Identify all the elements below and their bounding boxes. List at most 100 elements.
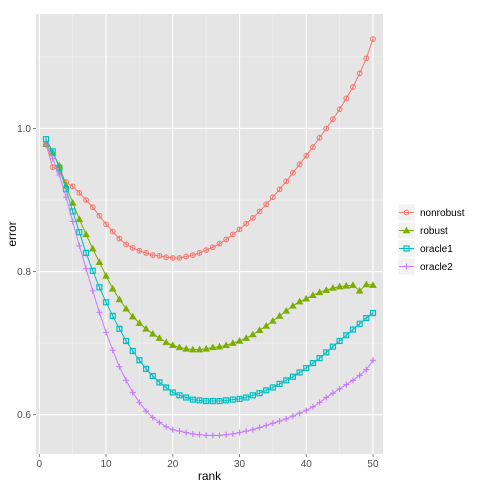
data-point-oracle1 bbox=[316, 355, 323, 362]
data-point-oracle1 bbox=[96, 284, 103, 291]
data-point-nonrobust bbox=[249, 215, 256, 221]
data-point-robust bbox=[215, 342, 224, 350]
data-point-robust bbox=[269, 317, 277, 324]
series-line-oracle2 bbox=[45, 144, 374, 436]
data-point-oracle1 bbox=[336, 337, 343, 345]
data-point-robust bbox=[189, 345, 197, 353]
data-point-nonrobust bbox=[256, 208, 263, 215]
data-point-oracle1 bbox=[136, 357, 143, 364]
legend-label-robust: robust bbox=[420, 226, 448, 237]
data-point-robust bbox=[115, 295, 124, 303]
data-point-robust bbox=[355, 286, 364, 294]
data-point-oracle1 bbox=[216, 397, 223, 405]
data-point-oracle2 bbox=[89, 287, 96, 294]
data-point-robust bbox=[335, 282, 344, 290]
data-point-oracle1 bbox=[176, 392, 183, 399]
data-point-oracle1 bbox=[236, 395, 243, 403]
data-point-oracle2 bbox=[229, 430, 236, 437]
data-point-oracle2 bbox=[196, 431, 203, 438]
data-point-oracle2 bbox=[309, 403, 316, 410]
x-tick-label: 50 bbox=[367, 459, 379, 470]
data-point-robust bbox=[108, 284, 117, 292]
data-point-oracle1 bbox=[209, 397, 216, 405]
data-point-robust bbox=[369, 281, 377, 288]
data-point-oracle2 bbox=[49, 155, 56, 162]
data-point-oracle1 bbox=[276, 380, 283, 387]
legend-item-oracle1: oracle1 bbox=[397, 239, 453, 258]
data-point-nonrobust bbox=[143, 250, 150, 256]
x-tick-label: 0 bbox=[37, 459, 43, 470]
legend-item-robust: robust bbox=[397, 221, 448, 240]
data-point-oracle2 bbox=[249, 426, 256, 433]
data-point-oracle1 bbox=[82, 249, 90, 257]
data-point-robust bbox=[242, 334, 251, 341]
data-point-oracle2 bbox=[216, 432, 223, 439]
data-point-robust bbox=[322, 286, 331, 293]
data-point-robust bbox=[229, 339, 237, 346]
legend-label-nonrobust: nonrobust bbox=[420, 208, 465, 219]
legend-item-nonrobust: nonrobust bbox=[397, 203, 465, 222]
data-point-nonrobust bbox=[336, 106, 343, 113]
data-point-nonrobust bbox=[136, 247, 143, 254]
data-point-oracle2 bbox=[296, 410, 303, 417]
data-point-oracle1 bbox=[189, 396, 196, 403]
data-point-oracle2 bbox=[303, 407, 310, 414]
data-point-oracle2 bbox=[189, 430, 196, 437]
data-point-robust bbox=[309, 291, 317, 298]
data-point-oracle1 bbox=[203, 397, 210, 405]
data-point-oracle1 bbox=[269, 384, 276, 391]
data-point-robust bbox=[275, 312, 284, 319]
plot-panel bbox=[36, 14, 383, 454]
data-point-oracle2 bbox=[76, 242, 83, 249]
legend-key-marker bbox=[403, 209, 410, 216]
x-tick-label: 30 bbox=[234, 459, 246, 470]
data-point-robust bbox=[182, 344, 190, 352]
data-point-nonrobust bbox=[96, 212, 103, 219]
data-point-robust bbox=[142, 324, 150, 332]
data-series bbox=[42, 36, 377, 439]
data-point-robust bbox=[88, 244, 97, 252]
data-point-nonrobust bbox=[323, 125, 330, 132]
data-point-robust bbox=[315, 288, 324, 296]
data-point-robust bbox=[249, 330, 257, 338]
data-point-nonrobust bbox=[303, 152, 310, 159]
data-point-oracle1 bbox=[349, 326, 357, 333]
data-point-oracle2 bbox=[143, 408, 150, 415]
legend: nonrobust robust oracle1 oracle2 bbox=[397, 203, 465, 276]
data-point-oracle1 bbox=[369, 309, 377, 317]
data-point-robust bbox=[162, 338, 170, 346]
data-point-oracle1 bbox=[363, 314, 370, 322]
data-point-oracle2 bbox=[129, 389, 136, 396]
data-point-oracle2 bbox=[289, 413, 296, 420]
data-point-oracle2 bbox=[103, 329, 110, 336]
data-point-oracle1 bbox=[116, 325, 123, 332]
data-point-oracle1 bbox=[122, 337, 130, 345]
y-axis-title: error bbox=[5, 221, 19, 246]
data-point-oracle2 bbox=[69, 218, 76, 225]
data-point-oracle2 bbox=[56, 171, 63, 178]
data-point-robust bbox=[195, 345, 204, 353]
data-point-nonrobust bbox=[223, 236, 230, 243]
data-point-nonrobust bbox=[49, 164, 56, 171]
data-point-oracle2 bbox=[256, 424, 263, 431]
data-point-robust bbox=[282, 307, 291, 314]
data-point-robust bbox=[68, 198, 77, 206]
data-point-nonrobust bbox=[290, 169, 296, 176]
data-point-oracle2 bbox=[316, 399, 323, 406]
data-point-nonrobust bbox=[156, 252, 163, 259]
data-point-nonrobust bbox=[123, 241, 129, 248]
series-line-nonrobust bbox=[45, 38, 374, 259]
data-point-nonrobust bbox=[89, 204, 96, 211]
data-point-nonrobust bbox=[69, 183, 76, 190]
data-point-robust bbox=[202, 344, 210, 352]
x-tick-label: 10 bbox=[101, 459, 113, 470]
data-point-oracle2 bbox=[263, 422, 270, 429]
data-point-nonrobust bbox=[76, 189, 83, 196]
data-point-nonrobust bbox=[149, 252, 156, 259]
data-point-oracle1 bbox=[283, 377, 290, 384]
grid-lines bbox=[36, 14, 383, 454]
data-point-robust bbox=[255, 326, 264, 334]
data-point-nonrobust bbox=[116, 235, 123, 242]
data-point-oracle2 bbox=[149, 414, 156, 421]
